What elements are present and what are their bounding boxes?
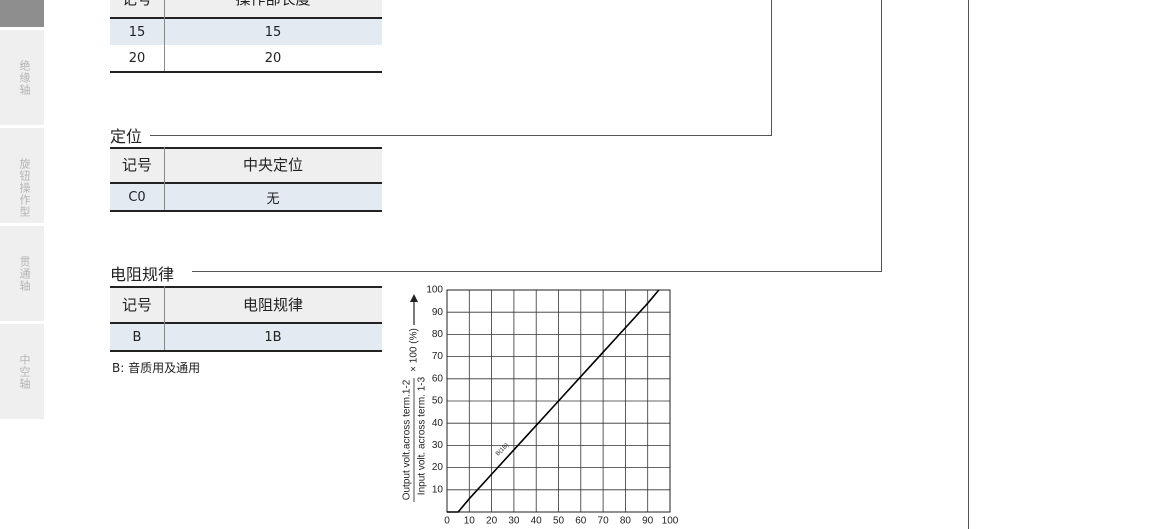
y-tick-label: 10 (432, 484, 444, 495)
sidebar-tab[interactable]: 绝缘轴 (0, 30, 44, 125)
table-rule (110, 17, 382, 19)
table-rule (110, 182, 382, 184)
table-rule (110, 350, 382, 352)
y-tick-label: 20 (432, 462, 444, 473)
table-header (110, 147, 382, 182)
chart: 0 10 20 30 40 50 60 70 80 90 100 10 20 30 40 50 60 70 80 90… (402, 285, 679, 527)
table-cell: 1B (264, 329, 282, 345)
table-row (110, 324, 382, 350)
sidebar-tab[interactable]: 旋钮操作型 (0, 128, 44, 223)
table-row (110, 45, 382, 71)
sidebar-active-tab[interactable] (0, 0, 44, 27)
y-tick-label: 80 (432, 329, 444, 340)
table-cell: 20 (128, 50, 146, 66)
y-tick-label: 40 (432, 418, 444, 429)
y-tick-label: 30 (432, 440, 444, 451)
x-tick-label: 10 (464, 516, 476, 527)
table-cell: C0 (128, 189, 146, 205)
y-label-denominator: Input volt. across term. 1-3 (417, 376, 428, 495)
header-cell: 操作部长度 (164, 0, 382, 17)
sidebar-tab-label: 旋钮操作型 (18, 158, 31, 218)
table-cell: B (132, 329, 142, 345)
table-rule (110, 210, 382, 212)
y-tick-label: 60 (432, 373, 444, 384)
curve-annotation: B(1B) (495, 442, 510, 457)
table-header (110, 286, 382, 322)
axis-arrowhead (410, 294, 418, 302)
header-cell: 中央定位 (242, 156, 303, 174)
header-cell: 记号 (121, 295, 152, 314)
y-tick-label: 70 (432, 351, 444, 362)
bracket-line (192, 271, 882, 272)
x-tick-label: 70 (598, 516, 610, 527)
col-divider (164, 0, 165, 71)
col-divider (164, 286, 165, 350)
table-cell: 15 (128, 24, 146, 40)
y-tick-label: 100 (426, 285, 443, 296)
plot-frame (446, 289, 671, 513)
header-cell: 记号 (110, 0, 164, 17)
table-rule (110, 71, 382, 73)
table-cell: 15 (264, 24, 282, 40)
table-header (110, 0, 382, 17)
header-cell: 电阻规律 (242, 295, 303, 314)
divider (968, 0, 969, 529)
x-tick-label: 0 (444, 516, 450, 527)
y-label-numerator: Output volt.across term.1-2 (402, 379, 413, 500)
y-tick-label: 50 (432, 396, 444, 407)
series-line (447, 289, 660, 513)
sidebar-tab-label: 贯通轴 (18, 256, 31, 292)
x-tick-label: 30 (508, 516, 520, 527)
table-note: B: 音质用及通用 (112, 361, 201, 375)
section-title: 电阻规律 (110, 261, 181, 285)
col-divider (164, 147, 165, 210)
header-cell: 记号 (121, 156, 152, 174)
table-cell: 20 (264, 50, 282, 66)
sidebar-tab[interactable]: 贯通轴 (0, 226, 44, 321)
sidebar-tab[interactable]: 中空轴 (0, 324, 44, 419)
bracket-line (150, 135, 772, 136)
table-rule (110, 147, 382, 149)
table-cell: 无 (266, 191, 280, 207)
sidebar-tab-label: 绝缘轴 (18, 60, 31, 96)
bracket-line (881, 0, 882, 271)
x-tick-label: 60 (575, 516, 587, 527)
table-rule (110, 322, 382, 324)
x-tick-label: 20 (486, 516, 498, 527)
sidebar-tab-label: 中空轴 (18, 354, 31, 390)
table-row (110, 19, 382, 45)
x-tick-label: 80 (620, 516, 632, 527)
x-tick-label: 100 (662, 516, 679, 527)
section-title: 定位 (110, 123, 149, 147)
table-row (110, 184, 382, 210)
y-tick-label: 90 (432, 307, 444, 318)
x-tick-label: 90 (642, 516, 654, 527)
table-rule (110, 286, 382, 288)
bracket-line (771, 0, 772, 135)
y-label-unit: × 100 (%) (409, 328, 420, 372)
x-tick-label: 40 (531, 516, 543, 527)
x-tick-label: 50 (553, 516, 565, 527)
